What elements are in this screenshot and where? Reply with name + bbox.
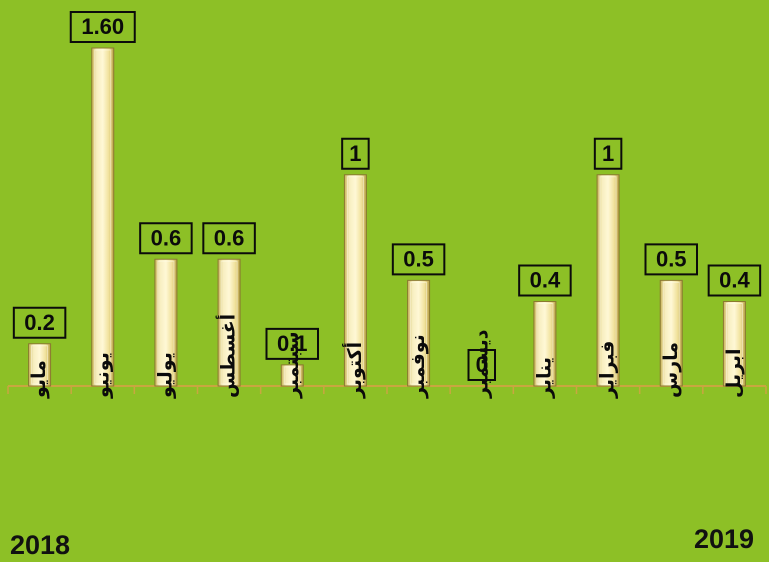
data-label: 1.60: [81, 14, 124, 39]
data-label-box: [69, 11, 136, 43]
data-label: 0.4: [719, 268, 750, 293]
bar-highlight: [220, 260, 238, 385]
bar: [722, 301, 746, 387]
bar-highlight: [346, 176, 364, 385]
bar-highlight: [725, 303, 743, 385]
bar: [596, 174, 620, 387]
bar: [343, 174, 367, 387]
bar: [533, 301, 557, 387]
data-label: 0.6: [151, 225, 182, 250]
data-label: 0.2: [24, 310, 55, 335]
data-label-box: [467, 349, 496, 381]
category-tick-label: أكتوبر: [342, 342, 366, 399]
category-tick-label: مايو: [28, 360, 50, 399]
category-tick-label: يناير: [533, 357, 555, 399]
category-tick-label: سبتمبر: [281, 331, 303, 399]
bar: [28, 343, 52, 387]
year-label-left: 2018: [10, 530, 71, 560]
data-label-box: [707, 264, 762, 297]
data-label: 1: [349, 141, 361, 166]
bar: [659, 279, 683, 387]
year-label-right: 2019: [694, 524, 755, 554]
data-label: 0.1: [277, 331, 308, 356]
category-tick-label: فبراير: [597, 341, 619, 399]
bar: [154, 258, 178, 387]
data-label-box: [139, 222, 193, 255]
bar-highlight: [662, 281, 680, 385]
data-label-box: [341, 137, 370, 170]
bar-highlight: [31, 345, 49, 385]
data-label-box: [644, 243, 698, 276]
bar: [280, 364, 304, 387]
data-label: 1: [602, 141, 614, 166]
data-label: 0.5: [403, 246, 434, 271]
data-label-box: [391, 243, 446, 276]
data-label: 0: [476, 352, 488, 377]
category-tick-label: ابريل: [723, 348, 745, 398]
data-label: 0.4: [530, 268, 561, 293]
bar: [407, 279, 431, 387]
bar: [217, 258, 241, 387]
category-tick-label: يونيو: [91, 352, 113, 399]
bar-highlight: [536, 303, 554, 385]
category-tick-label: ديسمبر: [470, 329, 492, 399]
bar-highlight: [599, 176, 617, 385]
category-tick-label: أغسطس: [216, 314, 240, 398]
data-label: 0.6: [214, 225, 245, 250]
bar-highlight: [94, 49, 112, 385]
data-label: 0.5: [656, 246, 687, 271]
data-label-box: [518, 264, 572, 297]
data-label-box: [202, 222, 256, 255]
category-tick-label: يوليو: [154, 352, 176, 399]
data-label-box: [593, 137, 623, 170]
bar-highlight: [410, 281, 428, 385]
category-tick-label: نوفمبر: [407, 334, 429, 399]
data-label-box: [265, 327, 319, 360]
bar-highlight: [283, 366, 301, 385]
data-label-box: [12, 306, 67, 339]
bar: [91, 47, 115, 387]
bar-highlight: [157, 260, 175, 385]
category-tick-label: مارس: [660, 342, 682, 398]
